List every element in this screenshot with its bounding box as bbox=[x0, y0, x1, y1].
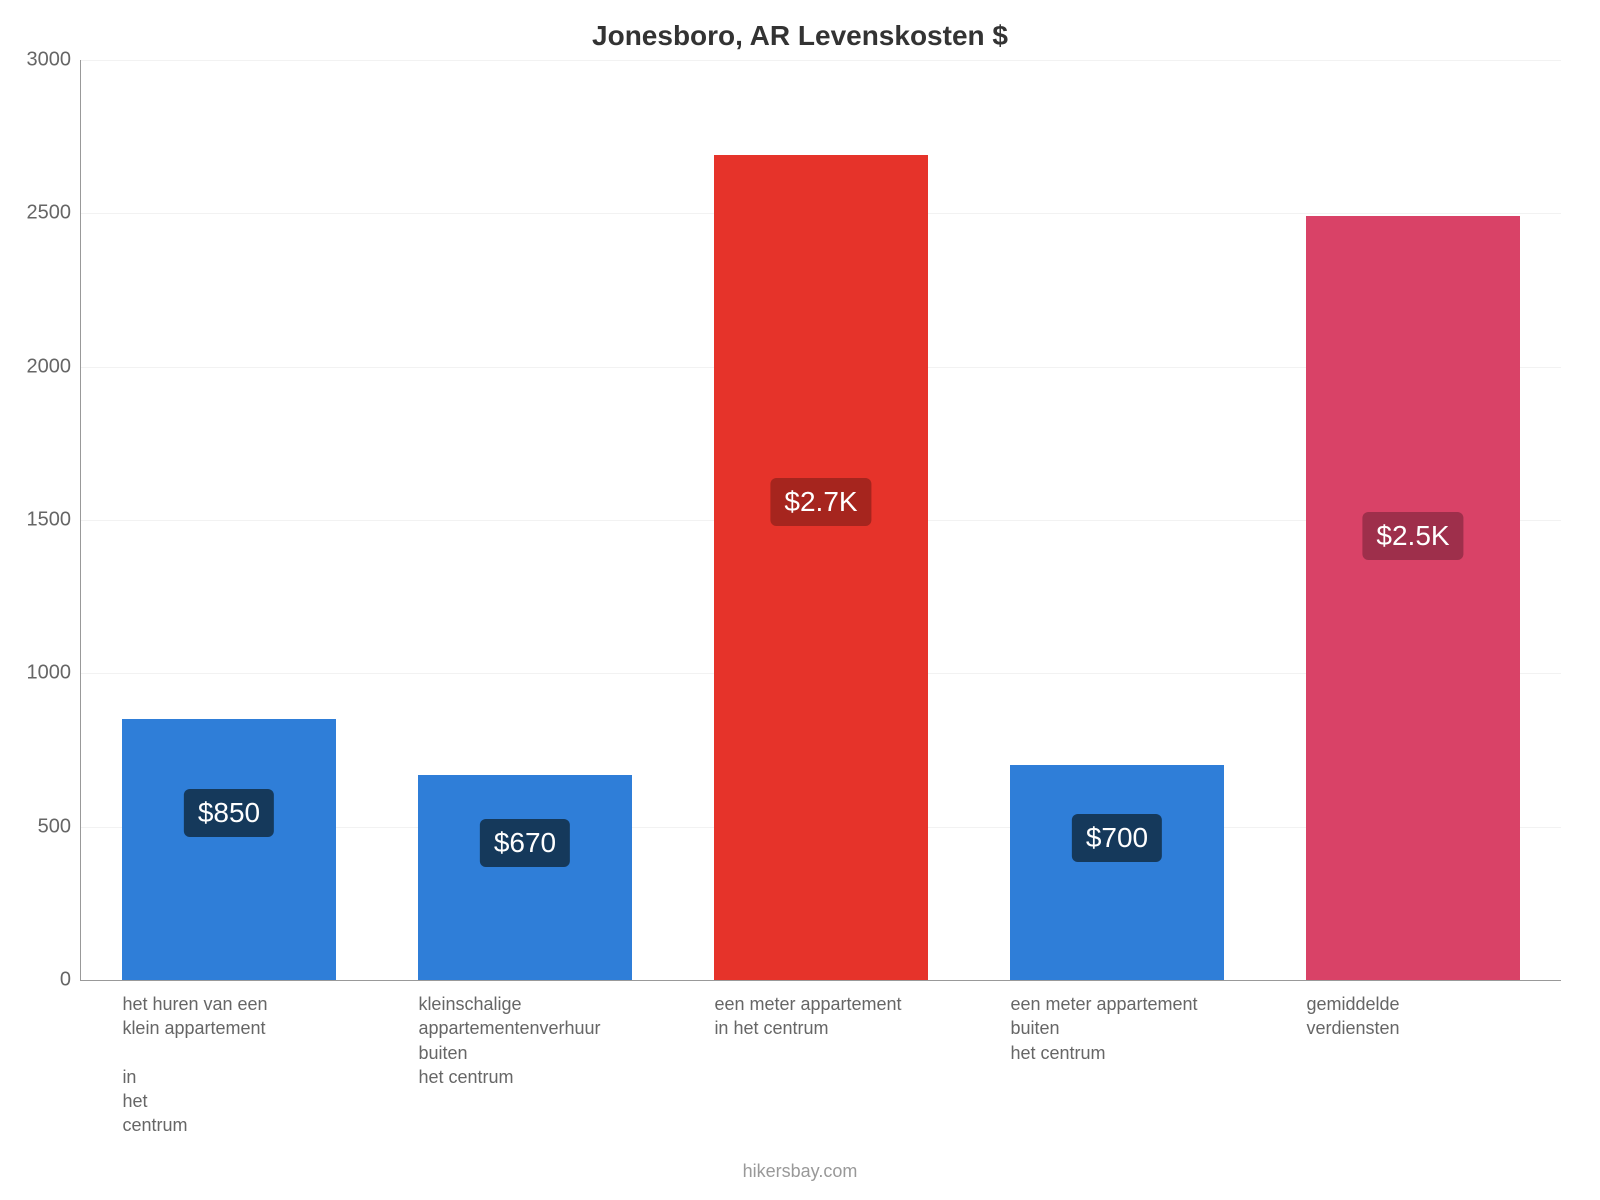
x-axis-label: een meter appartement buiten het centrum bbox=[1010, 980, 1223, 1065]
grid-line bbox=[81, 60, 1561, 61]
y-tick-label: 2000 bbox=[27, 355, 82, 378]
value-badge: $850 bbox=[184, 789, 274, 837]
chart-title: Jonesboro, AR Levenskosten $ bbox=[0, 20, 1600, 52]
plot-area: 050010001500200025003000$850het huren va… bbox=[80, 60, 1561, 981]
x-axis-label: kleinschalige appartementenverhuur buite… bbox=[418, 980, 631, 1089]
bar: $2.7K bbox=[714, 155, 927, 980]
bar: $700 bbox=[1010, 765, 1223, 980]
value-badge: $2.5K bbox=[1362, 512, 1463, 560]
value-badge: $670 bbox=[480, 819, 570, 867]
y-tick-label: 3000 bbox=[27, 49, 82, 72]
x-axis-label: het huren van een klein appartement in h… bbox=[122, 980, 335, 1138]
y-tick-label: 1000 bbox=[27, 662, 82, 685]
bar: $670 bbox=[418, 775, 631, 980]
chart-footer: hikersbay.com bbox=[0, 1161, 1600, 1182]
y-tick-label: 1500 bbox=[27, 509, 82, 532]
y-tick-label: 0 bbox=[60, 969, 81, 992]
bar: $2.5K bbox=[1306, 216, 1519, 980]
chart-container: Jonesboro, AR Levenskosten $ 05001000150… bbox=[0, 0, 1600, 1200]
y-tick-label: 500 bbox=[38, 815, 81, 838]
bar: $850 bbox=[122, 719, 335, 980]
y-tick-label: 2500 bbox=[27, 202, 82, 225]
value-badge: $700 bbox=[1072, 814, 1162, 862]
x-axis-label: gemiddelde verdiensten bbox=[1306, 980, 1519, 1041]
x-axis-label: een meter appartement in het centrum bbox=[714, 980, 927, 1041]
value-badge: $2.7K bbox=[770, 478, 871, 526]
